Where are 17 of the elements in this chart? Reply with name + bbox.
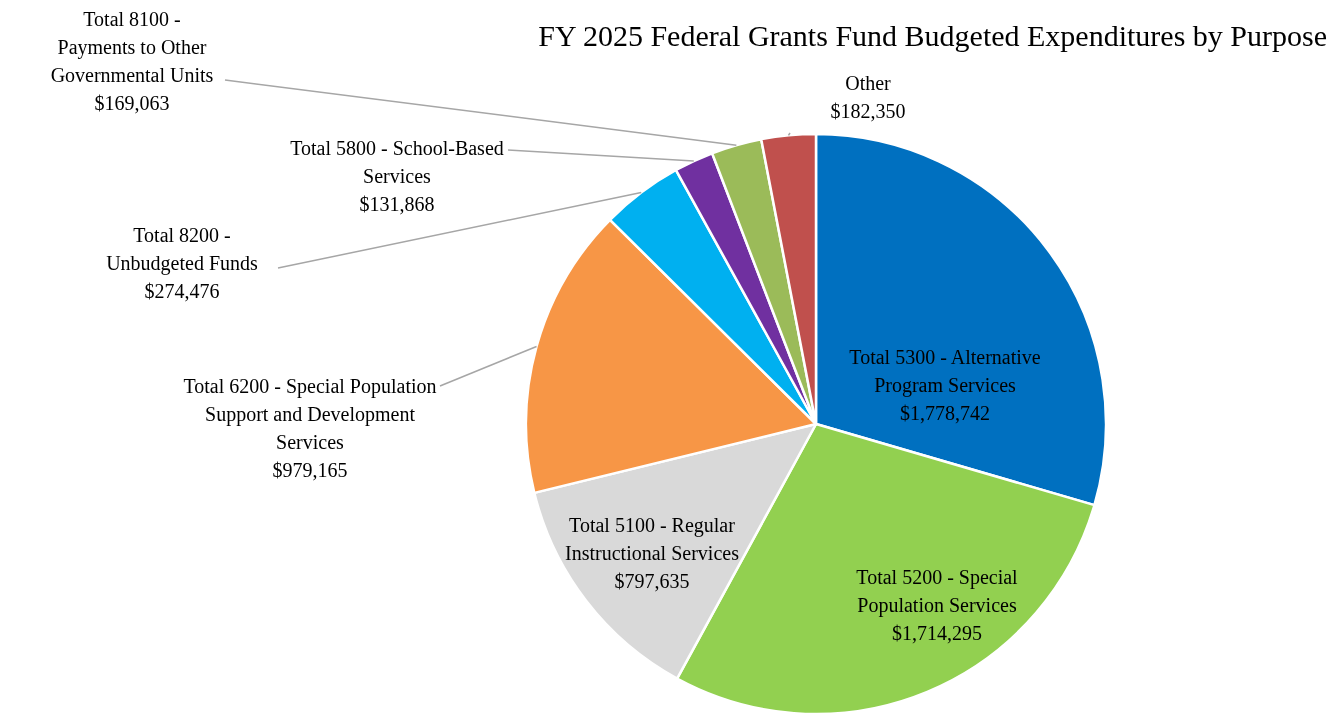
data-label: $797,635 xyxy=(614,570,690,592)
slice-label: Total 5300 - Alternative Program Services xyxy=(849,346,1041,397)
data-label: $979,165 xyxy=(272,459,348,481)
data-label: $169,063 xyxy=(94,92,170,114)
slice-label: Total 6200 - Special Population Support and Development Services xyxy=(183,375,437,453)
slice-label: Other xyxy=(845,72,892,94)
slice-label: Total 8200 - Unbudgeted Funds xyxy=(106,224,259,275)
data-label: $1,714,295 xyxy=(892,622,982,644)
data-label: $1,778,742 xyxy=(900,402,990,424)
slice-label: Total 5800 - School-Based Services xyxy=(290,137,504,187)
slice-label: Total 8100 - Payments to Other Governmental Units xyxy=(50,8,214,86)
data-label: $131,868 xyxy=(359,193,435,215)
data-label: $274,476 xyxy=(144,280,220,302)
slice-label: Total 5100 - Regular Instructional Services xyxy=(565,514,740,564)
data-label: $182,350 xyxy=(830,100,906,122)
slice-label: Total 5200 - Special Population Services xyxy=(856,566,1019,617)
chart-title: FY 2025 Federal Grants Fund Budgeted Expenditures by Purpose xyxy=(538,19,1327,52)
